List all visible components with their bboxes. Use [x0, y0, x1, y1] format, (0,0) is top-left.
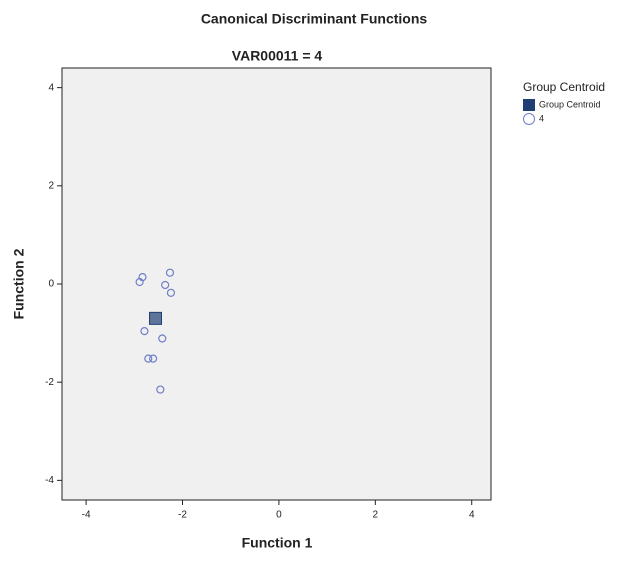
legend-label: 4 [539, 113, 544, 123]
x-tick-label: -4 [82, 510, 91, 521]
legend-title: Group Centroid [523, 80, 605, 94]
x-tick-label: 0 [276, 510, 282, 521]
y-tick-label: 2 [48, 180, 54, 191]
point [135, 277, 144, 287]
point [140, 327, 149, 336]
point [161, 280, 170, 290]
chart-subtitle: VAR00011 = 4 [232, 48, 323, 64]
point [156, 385, 165, 394]
x-tick-label: -2 [178, 510, 187, 521]
point [149, 354, 158, 363]
plot-area [61, 67, 492, 501]
y-axis-label: Function 2 [11, 248, 27, 319]
y-tick-label: 0 [48, 279, 54, 290]
centroid [149, 311, 163, 325]
x-axis-label: Function 1 [242, 535, 313, 551]
legend-swatch [523, 113, 535, 125]
y-tick-label: 4 [48, 82, 54, 93]
y-tick-label: -2 [45, 377, 54, 388]
legend-swatch [523, 99, 535, 111]
point [144, 354, 153, 363]
y-tick-label: -4 [45, 475, 54, 486]
x-tick-label: 4 [469, 510, 475, 521]
x-tick-label: 2 [373, 510, 379, 521]
chart-title: Canonical Discriminant Functions [201, 11, 428, 27]
point [166, 288, 176, 297]
point [158, 334, 167, 343]
legend-label: Group Centroid [539, 99, 601, 109]
point [165, 268, 175, 277]
